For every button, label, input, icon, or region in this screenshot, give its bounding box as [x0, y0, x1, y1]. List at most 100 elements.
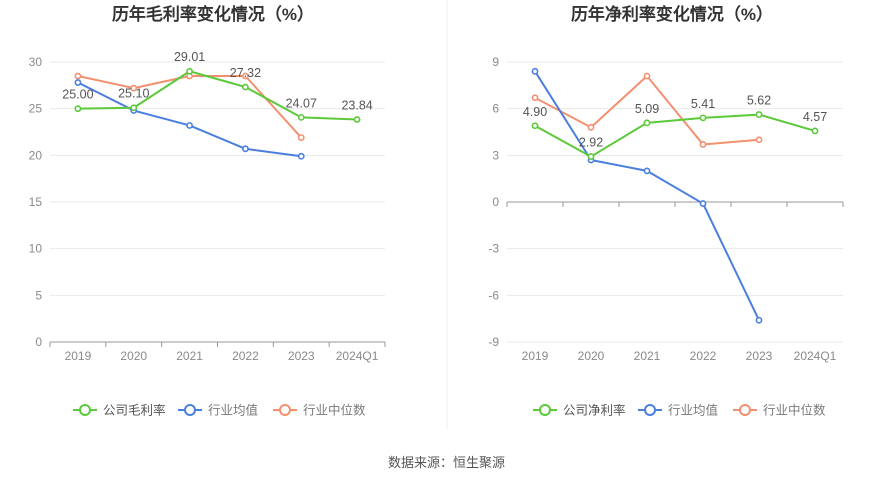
data-point: [74, 105, 82, 113]
y-axis-ticks: 0 5 10 15 20 25 30: [29, 55, 43, 349]
data-point: [755, 111, 763, 118]
legend-item: 行业均值: [638, 403, 718, 418]
data-point: [242, 72, 249, 80]
legend-item: 行业中位数: [733, 403, 826, 418]
y-tick-label: -3: [488, 242, 499, 256]
x-tick-label: 2019: [522, 349, 549, 363]
data-point: [242, 83, 249, 91]
data-label: 2.92: [579, 136, 603, 150]
x-axis: [49, 341, 386, 347]
data-point: [186, 67, 193, 75]
data-point: [699, 114, 707, 122]
y-tick-label: 0: [492, 195, 499, 209]
data-point: [531, 122, 539, 130]
legend-label: 行业中位数: [763, 403, 826, 418]
data-point: [755, 316, 763, 324]
x-tick-label: 2019: [65, 349, 92, 363]
data-point: [186, 122, 193, 129]
x-tick-label: 2024Q1: [794, 349, 837, 363]
data-label: 4.57: [803, 110, 827, 124]
y-tick-label: 5: [35, 288, 42, 302]
data-labels: 4.90 2.92 5.09 5.41 5.62 4.57: [523, 94, 827, 150]
y-tick-label: 15: [29, 195, 43, 209]
legend-label: 行业均值: [208, 403, 258, 418]
data-point: [755, 136, 763, 144]
series-line: [77, 81, 302, 158]
data-label: 23.84: [341, 98, 372, 112]
y-tick-label: 30: [29, 55, 43, 69]
x-tick-label: 2021: [176, 349, 203, 363]
data-labels: 25.00 25.10 29.01 27.32 24.07 23.84: [62, 50, 372, 112]
y-tick-label: -6: [488, 288, 499, 302]
data-point: [531, 67, 539, 75]
legend-swatch-marker: [279, 404, 291, 416]
data-point: [531, 94, 539, 102]
data-label: 5.09: [635, 102, 659, 116]
x-tick-label: 2022: [690, 349, 717, 363]
data-point: [242, 145, 249, 153]
series-lines: [74, 67, 361, 160]
x-tick-label: 2020: [120, 349, 147, 363]
legend-label: 行业均值: [668, 403, 718, 418]
x-tick-label: 2023: [288, 349, 315, 363]
y-tick-label: 20: [29, 148, 43, 162]
chart-title: 历年毛利率变化情况（%）: [112, 4, 314, 24]
net-margin-chart: 历年净利率变化情况（%） -9 -6 -3 0 3 6 9 2019 2020 2021 2022…: [488, 4, 844, 418]
data-point: [297, 113, 305, 121]
legend-label: 公司净利率: [563, 403, 626, 418]
legend-swatch-marker: [739, 404, 751, 416]
data-point: [699, 141, 707, 148]
y-gridlines: [50, 61, 385, 296]
data-point: [74, 79, 82, 86]
data-point: [130, 104, 138, 112]
y-tick-label: 3: [492, 148, 499, 162]
legend-item: 行业均值: [178, 403, 258, 418]
data-label: 27.32: [230, 66, 261, 80]
y-tick-label: 10: [29, 242, 43, 256]
data-point: [74, 72, 82, 80]
data-point: [297, 134, 305, 141]
legend-item: 公司净利率: [533, 403, 626, 418]
series-lines: [531, 67, 819, 324]
y-tick-label: 25: [29, 102, 43, 116]
chart-title: 历年净利率变化情况（%）: [571, 4, 773, 24]
data-label: 29.01: [174, 50, 205, 64]
data-point: [643, 72, 651, 80]
x-tick-label: 2024Q1: [336, 349, 379, 363]
y-tick-label: 6: [492, 102, 499, 116]
x-tick-label: 2021: [634, 349, 661, 363]
x-axis-ticks: 2019 2020 2021 2022 2023 2024Q1: [522, 349, 837, 363]
data-label: 25.10: [118, 87, 149, 101]
y-tick-label: -9: [488, 335, 499, 349]
x-tick-label: 2020: [578, 349, 605, 363]
y-tick-label: 0: [35, 335, 42, 349]
legend-swatch-marker: [79, 404, 91, 416]
data-point: [811, 127, 819, 135]
data-label: 5.41: [691, 97, 715, 111]
x-axis: [506, 201, 844, 207]
x-tick-label: 2022: [232, 349, 259, 363]
data-label: 24.07: [286, 96, 317, 110]
y-tick-label: 9: [492, 55, 499, 69]
data-point: [587, 153, 595, 160]
x-axis-ticks: 2019 2020 2021 2022 2023 2024Q1: [65, 349, 379, 363]
data-label: 4.90: [523, 105, 547, 119]
legend-swatch-marker: [644, 404, 656, 416]
legend-swatch-marker: [539, 404, 551, 416]
data-point: [297, 152, 305, 160]
data-source-note: 数据来源：恒生聚源: [387, 455, 505, 470]
data-point: [587, 123, 595, 131]
x-tick-label: 2023: [746, 349, 773, 363]
data-label: 5.62: [747, 94, 771, 108]
data-point: [699, 200, 707, 207]
legend-label: 公司毛利率: [103, 403, 166, 418]
legend-label: 行业中位数: [303, 403, 366, 418]
y-axis-ticks: -9 -6 -3 0 3 6 9: [488, 55, 499, 349]
legend-item: 行业中位数: [273, 403, 366, 418]
series-line: [77, 70, 358, 121]
legend: 公司净利率 行业均值 行业中位数: [533, 403, 826, 418]
legend-swatch-marker: [184, 404, 196, 416]
legend-item: 公司毛利率: [73, 403, 166, 418]
